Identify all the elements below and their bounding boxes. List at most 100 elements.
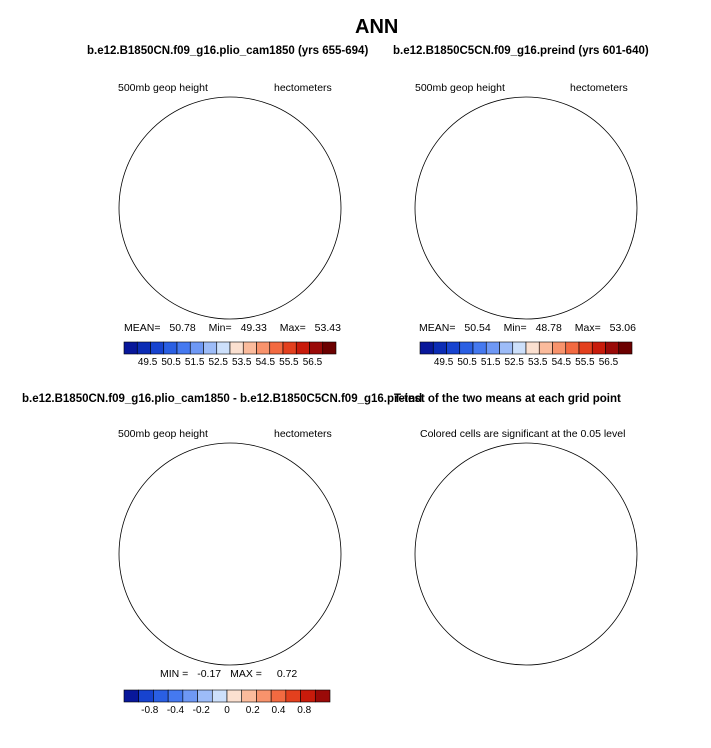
panel3-map xyxy=(119,443,341,665)
panel3-max-value: 0.72 xyxy=(276,668,298,680)
panel1-coastline xyxy=(165,146,298,268)
panel2-colorbar-tick-label: 49.5 xyxy=(434,357,454,368)
panel3-right-label: hectometers xyxy=(274,428,332,440)
panel4-title: T-test of the two means at each grid poi… xyxy=(394,393,621,405)
panel1-colorbar-tick-label: 50.5 xyxy=(161,357,181,368)
panel2-colorbar-swatch xyxy=(618,341,633,355)
panel3-colorbar-tick-label: -0.4 xyxy=(167,705,185,716)
panel1-colorbar-swatch xyxy=(176,341,191,355)
panel1-colorbar-swatch xyxy=(216,341,231,355)
panel3-colorbar-swatch xyxy=(153,689,169,703)
panel2-max-label: Max= xyxy=(574,322,601,334)
panel1-colorbar-swatch xyxy=(309,341,324,355)
panel1-colorbar-tick-label: 51.5 xyxy=(185,357,205,368)
panel2-colorbar-tick-label: 50.5 xyxy=(457,357,477,368)
panel3-title: b.e12.B1850CN.f09_g16.plio_cam1850 - b.e… xyxy=(22,393,423,405)
panel3-colorbar-tick-label: -0.2 xyxy=(193,705,211,716)
panel1-colorbar-swatch xyxy=(322,341,337,355)
panel1-right-label: hectometers xyxy=(274,82,332,94)
panel1-colorbar-swatch xyxy=(189,341,204,355)
panel2-colorbar-swatch xyxy=(538,341,553,355)
panel1-peninsula xyxy=(156,156,162,196)
panel1-colorbar-tick-label: 49.5 xyxy=(138,357,158,368)
panel1-colorbar-swatch xyxy=(150,341,165,355)
panel3-colorbar-swatch xyxy=(138,689,154,703)
panel3-colorbar-tick-label: 0.4 xyxy=(272,705,286,716)
panel2-coastline xyxy=(461,146,594,268)
panel3-colorbar-swatch xyxy=(270,689,287,703)
panel2-colorbar-swatch xyxy=(485,341,500,355)
panel1-colorbar-swatch xyxy=(136,341,151,355)
panel2-colorbar: 49.5 50.5 51.5 52.5 53.5 54.5 55.5 56.5 xyxy=(419,341,633,368)
panel2-mean-label: MEAN= xyxy=(419,322,456,334)
panel4-outline xyxy=(414,442,638,666)
panel1-colorbar-swatch xyxy=(242,341,257,355)
panel2-stats: MEAN= 50.54 Min= 48.78 Max= 53.06 xyxy=(419,322,636,334)
panel1-colorbar-swatch xyxy=(163,341,178,355)
panel1-colorbar-tick-label: 53.5 xyxy=(232,357,252,368)
panel3-left-label: 500mb geop height xyxy=(118,428,208,440)
panel2-outline xyxy=(414,96,638,320)
panel1-colorbar-tick-label: 55.5 xyxy=(279,357,299,368)
panel3-colorbar-swatch xyxy=(167,689,184,703)
panel3-colorbar-swatch xyxy=(314,689,331,703)
panel2-min-value: 48.78 xyxy=(535,322,562,334)
panel1-left-label: 500mb geop height xyxy=(118,82,208,94)
panel3-colorbar-swatch xyxy=(211,689,228,703)
panel2-max-value: 53.06 xyxy=(609,322,636,334)
panel2-right-label: hectometers xyxy=(570,82,628,94)
panel3-max-label: MAX = xyxy=(230,668,262,680)
panel1-colorbar-swatch xyxy=(203,341,218,355)
panel2-colorbar-tick-label: 53.5 xyxy=(528,357,548,368)
panel1-colorbar-tick-label: 54.5 xyxy=(256,357,276,368)
panel2-mean-value: 50.54 xyxy=(464,322,491,334)
panel1-stats: MEAN= 50.78 Min= 49.33 Max= 53.43 xyxy=(124,322,341,334)
panel1-min-value: 49.33 xyxy=(240,322,267,334)
panel2-colorbar-tick-label: 56.5 xyxy=(599,357,619,368)
panel2-colorbar-swatch xyxy=(525,341,540,355)
panel2-colorbar-swatch xyxy=(578,341,593,355)
panel1-colorbar-swatch xyxy=(123,341,138,355)
panel1-map xyxy=(119,94,342,319)
panel2-colorbar-swatch xyxy=(432,341,447,355)
panel3-colorbar-swatch xyxy=(197,689,213,703)
panel3-colorbar-swatch xyxy=(241,689,257,703)
panel3-colorbar-swatch xyxy=(300,689,316,703)
panel1-title: b.e12.B1850CN.f09_g16.plio_cam1850 (yrs … xyxy=(87,45,369,57)
panel2-colorbar-tick-label: 55.5 xyxy=(575,357,595,368)
panel4-coastline xyxy=(461,492,594,614)
panel2-colorbar-tick-label: 54.5 xyxy=(552,357,572,368)
panel3-peninsula xyxy=(156,502,162,542)
panel2-map xyxy=(415,96,637,319)
panel2-colorbar-swatch xyxy=(552,341,567,355)
panel3-colorbar-tick-label: 0.8 xyxy=(297,705,311,716)
panel2-colorbar-tick-label: 51.5 xyxy=(481,357,501,368)
panel4-left-label: Colored cells are significant at the 0.0… xyxy=(420,428,626,440)
panel1-colorbar-swatch xyxy=(229,341,244,355)
panel1-colorbar-swatch xyxy=(269,341,284,355)
panel2-colorbar-swatch xyxy=(499,341,514,355)
panel3-coastline xyxy=(165,492,298,614)
panel2-colorbar-swatch xyxy=(472,341,487,355)
panel2-colorbar-swatch xyxy=(459,341,474,355)
panel3-colorbar-swatch xyxy=(256,689,272,703)
panel1-min-label: Min= xyxy=(208,322,232,334)
panel3-colorbar-tick-label: 0 xyxy=(224,705,230,716)
panel2-colorbar-swatch xyxy=(512,341,527,355)
panel3-colorbar-tick-label: -0.8 xyxy=(141,705,159,716)
panel1-mean-value: 50.78 xyxy=(169,322,196,334)
panel1-max-value: 53.43 xyxy=(314,322,341,334)
panel1-max-label: Max= xyxy=(279,322,306,334)
panel3-colorbar-tick-label: 0.2 xyxy=(246,705,260,716)
panel3-min-label: MIN = xyxy=(160,668,189,680)
panel2-colorbar-swatch xyxy=(565,341,580,355)
panel3-outline xyxy=(118,442,342,666)
panel3-colorbar-swatch xyxy=(226,689,243,703)
panel2-min-label: Min= xyxy=(503,322,527,334)
panel3-stats: MIN = -0.17 MAX = 0.72 xyxy=(160,668,297,680)
panel4-map xyxy=(415,443,637,665)
panel3-min-value: -0.17 xyxy=(197,668,222,680)
panel4-peninsula xyxy=(452,502,458,542)
panel3-colorbar-swatch xyxy=(182,689,198,703)
